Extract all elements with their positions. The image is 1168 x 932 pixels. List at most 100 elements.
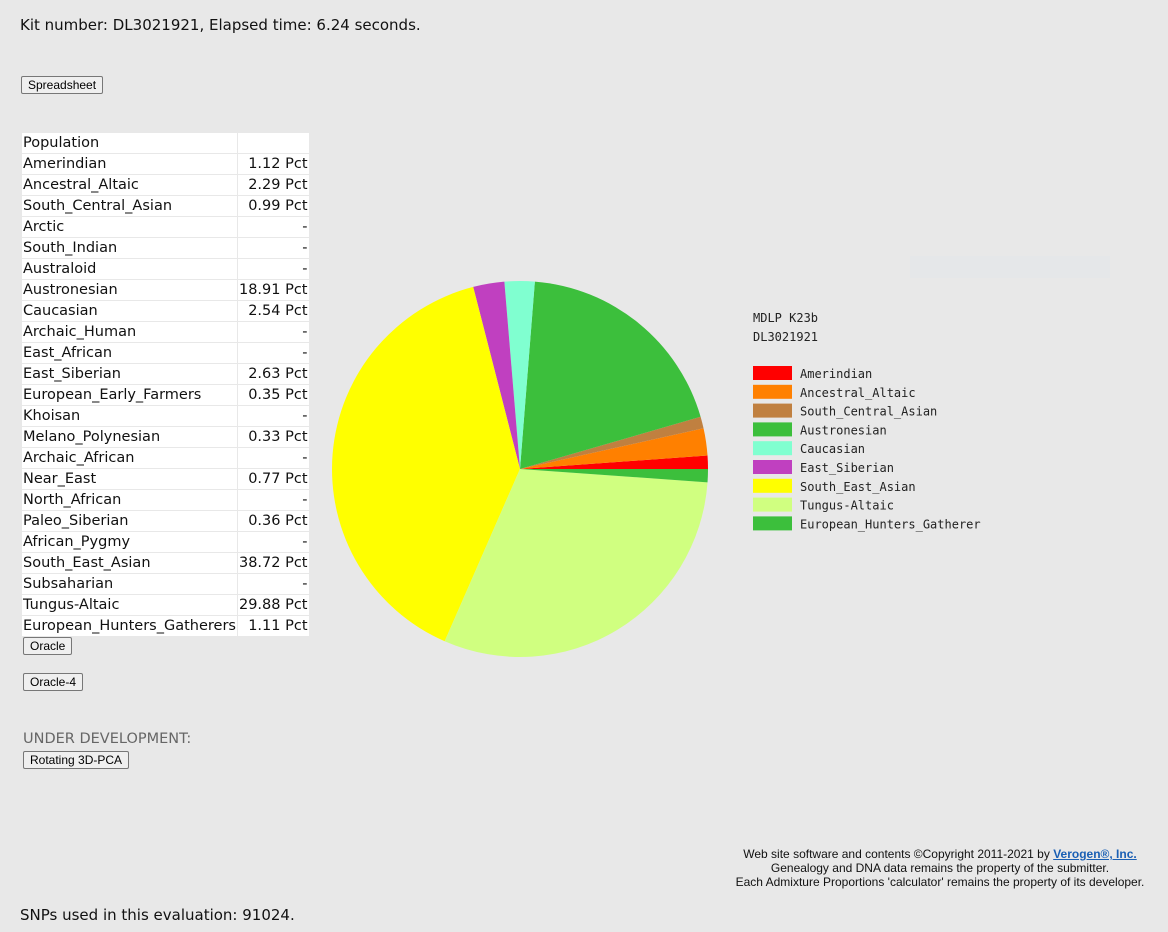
population-name: East_African (22, 342, 238, 364)
table-row: Subsaharian - (22, 573, 309, 595)
chart-subtitle: DL3021921 (753, 330, 818, 344)
population-value: 38.72 Pct (236, 552, 309, 574)
population-value: - (236, 447, 309, 469)
population-value: - (236, 531, 309, 553)
table-row: Caucasian 2.54 Pct (22, 300, 309, 322)
legend-label: South_Central_Asian (800, 405, 937, 419)
population-value: 2.54 Pct (236, 300, 309, 322)
table-row: North_African - (22, 489, 309, 511)
population-name: Australoid (22, 258, 238, 280)
population-table: Population Amerindian 1.12 Pct Ancestral_A… (22, 133, 309, 637)
population-name: Caucasian (22, 300, 238, 322)
table-row: East_African - (22, 342, 309, 364)
population-value: 0.36 Pct (236, 510, 309, 532)
table-row: African_Pygmy - (22, 531, 309, 553)
table-row: Archaic_Human - (22, 321, 309, 343)
legend-swatch (753, 497, 792, 512)
population-name: South_East_Asian (22, 552, 238, 574)
legend-swatch (753, 403, 792, 418)
table-row: Melano_Polynesian 0.33 Pct (22, 426, 309, 448)
pie-slice-tungus-altaic (444, 469, 708, 657)
legend-label: Caucasian (800, 442, 865, 456)
population-name: Archaic_African (22, 447, 238, 469)
table-row: Archaic_African - (22, 447, 309, 469)
legend-swatch (753, 441, 792, 456)
population-value: - (236, 258, 309, 280)
pie-slice-caucasian (504, 281, 535, 469)
population-name: Amerindian (22, 153, 238, 175)
population-value: 1.11 Pct (236, 615, 309, 637)
population-name: African_Pygmy (22, 531, 238, 553)
population-value: - (236, 405, 309, 427)
legend-swatch (753, 478, 792, 493)
footer-copyright: Web site software and contents ©Copyrigh… (743, 847, 1054, 861)
population-value: - (236, 321, 309, 343)
population-name: Subsaharian (22, 573, 238, 595)
footer-data-ownership: Genealogy and DNA data remains the prope… (770, 861, 1110, 875)
table-row: South_East_Asian 38.72 Pct (22, 552, 309, 574)
legend-label: South_East_Asian (800, 480, 916, 494)
population-value: 2.29 Pct (236, 174, 309, 196)
population-name: Khoisan (22, 405, 238, 427)
table-row: South_Indian - (22, 237, 309, 259)
population-name: Ancestral_Altaic (22, 174, 238, 196)
pie-slice-amerindian (520, 455, 708, 469)
legend-label: East_Siberian (800, 461, 894, 475)
oracle4-button[interactable]: Oracle-4 (23, 673, 84, 691)
overlay-ghost (910, 256, 1110, 278)
table-row: Khoisan - (22, 405, 309, 427)
population-name: North_African (22, 489, 238, 511)
population-value: - (236, 216, 309, 238)
population-value: - (236, 489, 309, 511)
pie-slice-austronesian (520, 281, 701, 469)
kit-status: Kit number: DL3021921, Elapsed time: 6.2… (20, 16, 421, 34)
verogen-link[interactable]: Verogen®, Inc. (1053, 847, 1137, 861)
population-name: European_Hunters_Gatherers (22, 615, 238, 637)
pie-slice-ancestral-altaic (520, 428, 708, 469)
legend-label: Austronesian (800, 423, 887, 437)
pie-slice-european-hunters-gatherer (520, 469, 708, 483)
pie-slice-east-siberian (473, 281, 520, 469)
population-value: 18.91 Pct (236, 279, 309, 301)
population-name: East_Siberian (22, 363, 238, 385)
legend-swatch (753, 384, 792, 399)
population-value: 0.35 Pct (236, 384, 309, 406)
legend-label: Tungus-Altaic (800, 499, 894, 513)
population-value: 29.88 Pct (236, 594, 309, 616)
population-name: Austronesian (22, 279, 238, 301)
population-name: South_Indian (22, 237, 238, 259)
value-header (236, 133, 309, 154)
table-row: Ancestral_Altaic 2.29 Pct (22, 174, 309, 196)
legend-label: European_Hunters_Gatherer (800, 517, 981, 531)
table-row: Amerindian 1.12 Pct (22, 153, 309, 175)
table-row: Tungus-Altaic 29.88 Pct (22, 594, 309, 616)
population-name: Arctic (22, 216, 238, 238)
legend-swatch (753, 422, 792, 437)
population-name: Paleo_Siberian (22, 510, 238, 532)
legend-swatch (753, 516, 792, 531)
table-row: South_Central_Asian 0.99 Pct (22, 195, 309, 217)
population-value: 1.12 Pct (236, 153, 309, 175)
population-value: 2.63 Pct (236, 363, 309, 385)
table-row: Near_East 0.77 Pct (22, 468, 309, 490)
pie-slice-south-east-asian (332, 286, 520, 642)
table-row: European_Early_Farmers 0.35 Pct (22, 384, 309, 406)
rotating-3d-pca-button[interactable]: Rotating 3D-PCA (23, 751, 130, 769)
footer: Web site software and contents ©Copyrigh… (725, 847, 1155, 889)
population-name: European_Early_Farmers (22, 384, 238, 406)
table-row: Arctic - (22, 216, 309, 238)
spreadsheet-button[interactable]: Spreadsheet (21, 76, 104, 94)
oracle-button[interactable]: Oracle (23, 637, 73, 655)
population-value: - (236, 342, 309, 364)
table-row: European_Hunters_Gatherers 1.11 Pct (22, 615, 309, 637)
pie-slice-south-central-asian (520, 416, 704, 469)
population-value: - (236, 237, 309, 259)
snps-count: SNPs used in this evaluation: 91024. (20, 906, 295, 924)
chart-title: MDLP K23b (753, 311, 818, 325)
population-name: Tungus-Altaic (22, 594, 238, 616)
legend-swatch (753, 366, 792, 380)
table-row: Austronesian 18.91 Pct (22, 279, 309, 301)
table-row: Paleo_Siberian 0.36 Pct (22, 510, 309, 532)
population-value: 0.33 Pct (236, 426, 309, 448)
